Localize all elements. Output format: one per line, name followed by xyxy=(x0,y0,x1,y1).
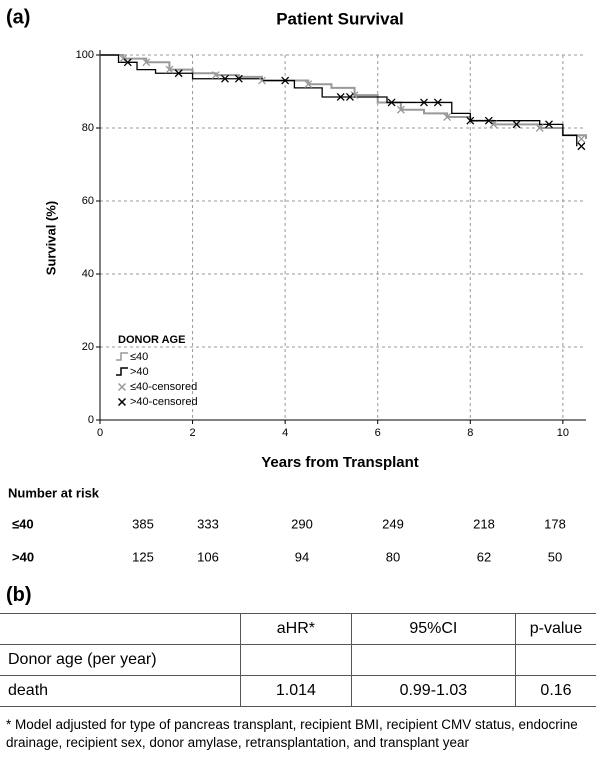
x-tick-label: 4 xyxy=(282,427,288,439)
risk-count: 94 xyxy=(295,549,309,564)
legend-label: ≤40 xyxy=(130,351,148,363)
y-tick-label: 60 xyxy=(82,195,94,207)
censor-mark xyxy=(512,120,521,129)
risk-row-label: ≤40 xyxy=(12,516,34,531)
legend-title: DONOR AGE xyxy=(118,334,185,346)
legend-swatch xyxy=(116,367,128,376)
cell xyxy=(350,644,517,676)
legend-swatch xyxy=(116,352,128,361)
header-cell: p-value xyxy=(515,613,596,645)
footnote: * Model adjusted for type of pancreas tr… xyxy=(6,717,578,750)
censor-mark xyxy=(396,105,405,114)
risk-title: Number at risk xyxy=(8,485,100,500)
row-label: Donor age (per year) xyxy=(0,644,241,676)
censor-mark xyxy=(165,65,174,74)
censor-mark xyxy=(221,74,229,83)
censor-mark xyxy=(535,124,544,132)
y-axis-label: Survival (%) xyxy=(43,201,58,275)
censor-mark xyxy=(174,69,183,78)
censor-mark xyxy=(258,76,266,85)
chart-title: Patient Survival xyxy=(276,9,404,28)
legend-label: ≤40-censored xyxy=(130,381,197,393)
risk-count: 249 xyxy=(382,516,404,531)
y-tick-label: 100 xyxy=(76,49,94,61)
censor-mark xyxy=(336,93,345,101)
censor-mark xyxy=(484,116,493,125)
survival-curve xyxy=(100,54,587,139)
cell: 0.99-1.03 xyxy=(350,675,517,707)
panel-label: (b) xyxy=(6,584,32,606)
risk-row-label: >40 xyxy=(12,549,34,564)
x-axis-label: Years from Transplant xyxy=(261,454,419,471)
x-tick-label: 6 xyxy=(375,427,381,439)
x-tick-label: 2 xyxy=(190,427,196,439)
censor-mark xyxy=(433,98,442,107)
risk-count: 50 xyxy=(548,549,562,564)
cell: 0.16 xyxy=(515,675,596,707)
censor-mark xyxy=(123,58,132,67)
risk-count: 106 xyxy=(197,549,219,564)
censor-mark xyxy=(420,98,428,107)
censor-mark xyxy=(387,98,396,107)
censor-mark xyxy=(545,120,553,129)
y-tick-label: 20 xyxy=(82,341,94,353)
censor-mark xyxy=(466,116,475,125)
censor-mark xyxy=(234,74,243,83)
y-tick-label: 40 xyxy=(82,268,94,280)
x-tick-label: 8 xyxy=(467,427,473,439)
legend-swatch xyxy=(117,382,127,392)
censor-mark xyxy=(345,93,354,101)
risk-count: 218 xyxy=(473,516,495,531)
risk-count: 290 xyxy=(291,516,313,531)
risk-count: 62 xyxy=(477,549,491,564)
risk-count: 125 xyxy=(132,549,154,564)
y-tick-label: 0 xyxy=(88,414,94,426)
header-cell: aHR* xyxy=(240,613,352,645)
y-tick-label: 80 xyxy=(82,122,94,134)
legend-label: >40-censored xyxy=(130,396,198,408)
header-cell: 95%CI xyxy=(350,613,517,645)
chart: (a) Patient Survival Years from Transpla… xyxy=(6,6,587,564)
risk-count: 80 xyxy=(386,549,400,564)
results-table: aHR* 95%CI p-value Donor age (per year) … xyxy=(0,613,596,707)
x-tick-label: 10 xyxy=(557,427,569,439)
cell xyxy=(0,613,241,645)
censor-mark xyxy=(443,113,452,122)
x-tick-label: 0 xyxy=(97,427,103,439)
survival-curve xyxy=(100,54,578,147)
cell: 1.014 xyxy=(240,675,352,707)
risk-count: 385 xyxy=(132,516,154,531)
censor-mark xyxy=(577,142,586,151)
censor-mark xyxy=(211,71,220,80)
row-label: death xyxy=(0,675,241,707)
risk-count: 333 xyxy=(197,516,219,531)
censor-mark xyxy=(577,134,586,143)
censor-mark xyxy=(489,120,498,129)
legend-swatch xyxy=(117,397,127,407)
censor-mark xyxy=(281,76,290,85)
cell xyxy=(240,644,352,676)
censor-mark xyxy=(119,54,128,63)
censor-mark xyxy=(142,58,151,67)
risk-count: 178 xyxy=(544,516,566,531)
cell xyxy=(515,644,596,676)
censor-mark xyxy=(350,91,359,100)
censor-mark xyxy=(304,80,313,89)
panel-label: (a) xyxy=(6,6,30,28)
legend-label: >40 xyxy=(130,366,149,378)
